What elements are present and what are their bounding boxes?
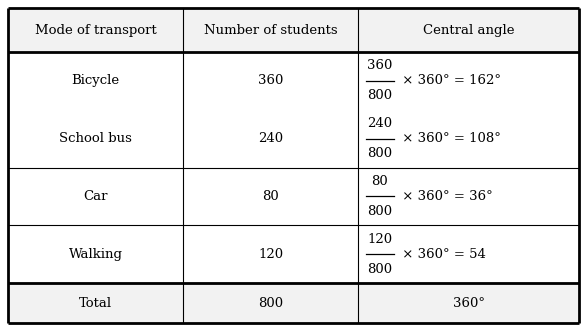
Text: 800: 800	[367, 147, 393, 160]
Text: 80: 80	[372, 175, 389, 188]
Text: × 360° = 36°: × 360° = 36°	[398, 190, 492, 203]
Text: Number of students: Number of students	[204, 24, 338, 36]
Text: 800: 800	[367, 205, 393, 218]
Text: × 360° = 54: × 360° = 54	[398, 248, 486, 261]
Bar	[8, 225, 183, 283]
Text: Bicycle: Bicycle	[72, 74, 120, 87]
Text: 120: 120	[258, 248, 283, 261]
Text: 800: 800	[258, 297, 283, 309]
Bar	[358, 8, 579, 52]
Bar	[183, 52, 358, 110]
Bar	[358, 52, 579, 110]
Bar	[8, 110, 183, 167]
Text: Walking: Walking	[69, 248, 123, 261]
Text: Total: Total	[79, 297, 112, 309]
Text: 800: 800	[367, 89, 393, 103]
Bar	[8, 167, 183, 225]
Bar	[183, 8, 358, 52]
Bar	[8, 283, 183, 323]
Bar	[8, 8, 183, 52]
Bar	[183, 110, 358, 167]
Bar	[183, 283, 358, 323]
Text: 360: 360	[258, 74, 283, 87]
Text: Central angle: Central angle	[423, 24, 514, 36]
Bar	[358, 110, 579, 167]
Bar	[8, 52, 183, 110]
Bar	[358, 225, 579, 283]
Bar	[358, 283, 579, 323]
Text: 240: 240	[258, 132, 283, 145]
Bar	[183, 225, 358, 283]
Text: Car: Car	[83, 190, 108, 203]
Bar	[183, 167, 358, 225]
Text: × 360° = 108°: × 360° = 108°	[398, 132, 501, 145]
Text: 360°: 360°	[453, 297, 484, 309]
Text: 360: 360	[367, 60, 393, 72]
Text: 240: 240	[367, 117, 393, 130]
Text: 80: 80	[262, 190, 279, 203]
Text: 120: 120	[367, 233, 393, 246]
Text: 800: 800	[367, 263, 393, 276]
Text: Mode of transport: Mode of transport	[35, 24, 156, 36]
Text: School bus: School bus	[59, 132, 132, 145]
Text: × 360° = 162°: × 360° = 162°	[398, 74, 501, 87]
Bar	[358, 167, 579, 225]
